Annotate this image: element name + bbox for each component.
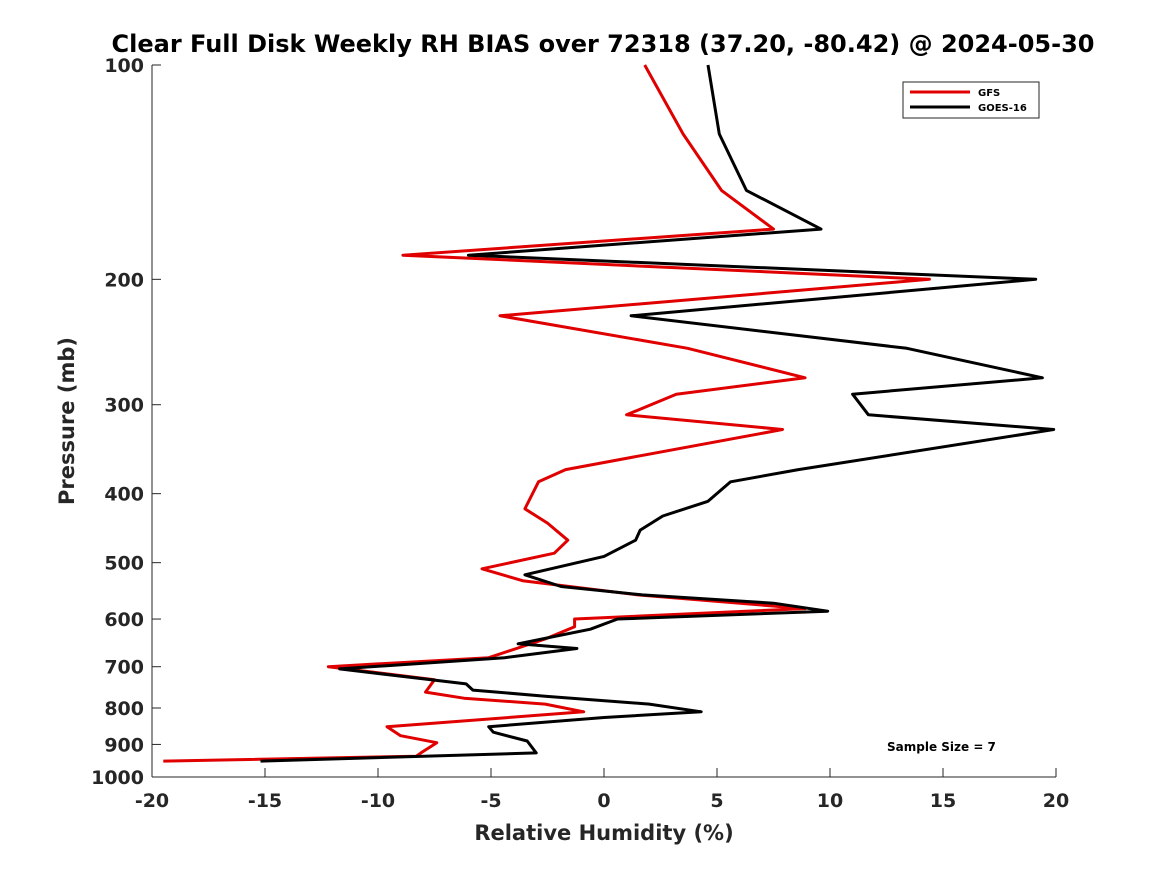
series-line-gfs	[163, 64, 931, 763]
y-tick-label: 900	[104, 734, 144, 756]
y-tick-label: 500	[104, 553, 144, 575]
series-line-goes-16	[260, 64, 1056, 763]
legend: GFS GOES-16	[902, 81, 1040, 119]
plot-area	[152, 65, 1056, 777]
y-tick-label: 400	[104, 484, 144, 506]
x-ticks: -20 -15 -10 -5 0 5 10 15 20	[135, 768, 1069, 812]
y-tick-label: 600	[104, 609, 144, 631]
y-tick-label: 700	[104, 657, 144, 679]
series-layer	[163, 64, 1056, 763]
y-ticks: 100 200 300 400 500 600 700 800 900 1000	[91, 55, 161, 789]
y-tick-label: 300	[104, 395, 144, 417]
x-axis-label: Relative Humidity (%)	[474, 821, 733, 845]
legend-label-gfs: GFS	[978, 88, 1000, 99]
x-tick-label: 5	[710, 790, 723, 812]
x-tick-label: 10	[817, 790, 843, 812]
x-tick-label: -15	[248, 790, 282, 812]
x-tick-label: 15	[930, 790, 956, 812]
sample-size-annotation: Sample Size = 7	[887, 740, 996, 754]
x-tick-label: 20	[1043, 790, 1069, 812]
chart-title: Clear Full Disk Weekly RH BIAS over 7231…	[112, 30, 1095, 58]
y-tick-label: 100	[104, 55, 144, 77]
legend-box	[902, 81, 1040, 119]
y-tick-label: 1000	[91, 767, 144, 789]
x-tick-label: -20	[135, 790, 169, 812]
y-axis-label: Pressure (mb)	[55, 337, 79, 505]
legend-label-goes-16: GOES-16	[978, 103, 1027, 114]
y-tick-label: 200	[104, 269, 144, 291]
y-tick-label: 800	[104, 698, 144, 720]
x-tick-label: -5	[480, 790, 501, 812]
x-tick-label: 0	[597, 790, 610, 812]
x-tick-label: -10	[361, 790, 395, 812]
